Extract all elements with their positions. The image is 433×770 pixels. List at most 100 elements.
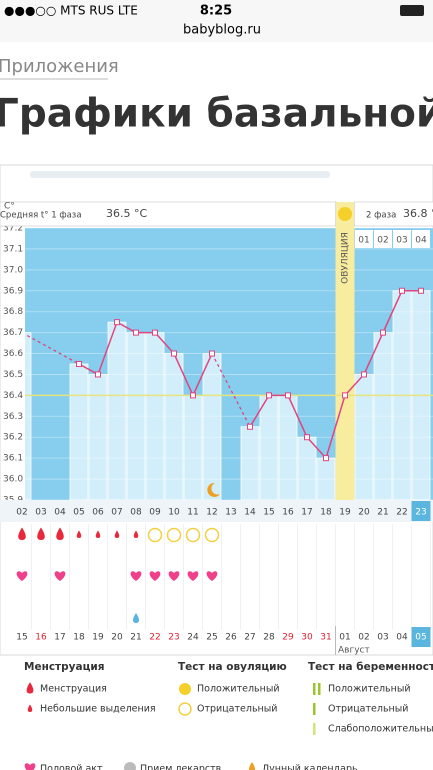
x-tick-label: 06 [92, 508, 104, 518]
phase-header [0, 201, 336, 227]
date-label: 03 [377, 633, 388, 643]
point [399, 287, 405, 294]
legend-item: Положительный [328, 684, 411, 695]
legend-item: Небольшие выделения [40, 704, 156, 715]
y-tick-label: 36.4 [3, 391, 23, 401]
x-tick-label: 19 [339, 508, 351, 518]
ovulation-test-marker [166, 527, 182, 543]
intercourse-marker [149, 571, 161, 581]
temperature-line [78, 321, 213, 398]
x-tick-label: 10 [168, 508, 180, 518]
point [342, 392, 348, 399]
x-tick-label: 03 [35, 508, 46, 518]
x-tick-label: 20 [358, 508, 370, 518]
x-tick-label: 12 [206, 508, 217, 518]
legend-title: Менструация [24, 661, 104, 673]
date-label: 31 [320, 633, 331, 643]
bar [69, 363, 89, 501]
legend-icon [313, 683, 316, 695]
point [95, 371, 101, 378]
gap-bridge [25, 333, 80, 365]
y-tick-label: 36.0 [3, 475, 23, 485]
date-label: 24 [187, 633, 199, 643]
phase1-value: 36.5 °C [106, 207, 147, 220]
browser-bar [0, 0, 433, 42]
carrier: ●●●○○ MTS RUS LTE [4, 4, 138, 18]
x-tick-label: 11 [187, 508, 198, 518]
x-tick-label: 22 [396, 508, 407, 518]
bar [164, 353, 184, 501]
point [247, 423, 253, 430]
intercourse-marker [54, 571, 66, 581]
point [418, 287, 424, 294]
intercourse-marker [16, 571, 28, 581]
date-label: 29 [282, 633, 294, 643]
axis-unit: C° [4, 202, 15, 212]
menstruation-marker [76, 530, 82, 538]
phase2-value: 36.8 °C [403, 207, 433, 220]
date-label: 05 [415, 633, 426, 643]
intercourse-marker [187, 571, 199, 581]
date-label: 02 [358, 633, 369, 643]
legend-item: Отрицательный [328, 704, 408, 715]
point [380, 329, 386, 336]
menstruation-marker [114, 530, 120, 538]
point [323, 455, 329, 462]
legend-item: Отрицательный [197, 704, 277, 715]
legend-item: Слабоположительный [328, 724, 433, 735]
y-tick-label: 36.7 [3, 328, 23, 338]
legend-icon [179, 683, 191, 695]
bar [278, 394, 298, 501]
y-tick-label: 37.1 [3, 244, 23, 254]
legend-item: Половой акт [40, 764, 103, 770]
date-label: 16 [35, 633, 47, 643]
day-cell-active [411, 501, 431, 521]
time: 8:25 [200, 4, 232, 19]
phase2-day: 04 [415, 236, 427, 246]
point [114, 319, 120, 326]
x-tick-label: 07 [111, 508, 122, 518]
date-label: 17 [54, 633, 65, 643]
point [190, 392, 196, 399]
point [133, 329, 139, 336]
url[interactable]: babyblog.ru [183, 23, 261, 38]
date-label: 18 [73, 633, 85, 643]
menstruation-marker [56, 527, 64, 540]
ovulation-column [335, 202, 355, 500]
legend-title: Тест на беременность [308, 661, 433, 673]
legend-item: Прием лекарств [140, 764, 222, 770]
legend-icon [313, 703, 316, 715]
breadcrumb[interactable]: Приложения [0, 56, 119, 77]
date-label: 23 [168, 633, 179, 643]
plot [25, 202, 433, 501]
phase2-day: 03 [396, 236, 407, 246]
point [171, 350, 177, 357]
scrollbar[interactable] [30, 171, 330, 178]
phase1-label: Средняя t° 1 фаза [0, 211, 82, 221]
legend-item: Менструация [40, 684, 107, 695]
date-label: 19 [92, 633, 104, 643]
intercourse-marker [130, 571, 142, 581]
menstruation-marker [37, 527, 45, 540]
temperature-line [249, 290, 421, 460]
date-label: 30 [301, 633, 313, 643]
x-tick-label: 17 [301, 508, 312, 518]
date-label: 15 [16, 633, 27, 643]
date-cell-active [411, 627, 431, 647]
ovulation-test-marker [147, 527, 163, 543]
y-tick-label: 36.5 [3, 370, 23, 380]
intercourse-marker [206, 571, 218, 581]
ovulation-label: ОВУЛЯЦИЯ [341, 232, 351, 284]
phase2-day-cell [393, 230, 411, 248]
y-tick-label: 36.2 [3, 433, 23, 443]
date-label: 20 [111, 633, 123, 643]
x-tick-label: 15 [263, 508, 274, 518]
phase2-day-cell [374, 230, 392, 248]
x-tick-label: 09 [149, 508, 161, 518]
y-tick-label: 36.6 [3, 349, 23, 359]
y-tick-label: 37.0 [3, 265, 23, 275]
ovulation-test-marker [185, 527, 201, 543]
y-tick-label: 36.8 [3, 307, 23, 317]
